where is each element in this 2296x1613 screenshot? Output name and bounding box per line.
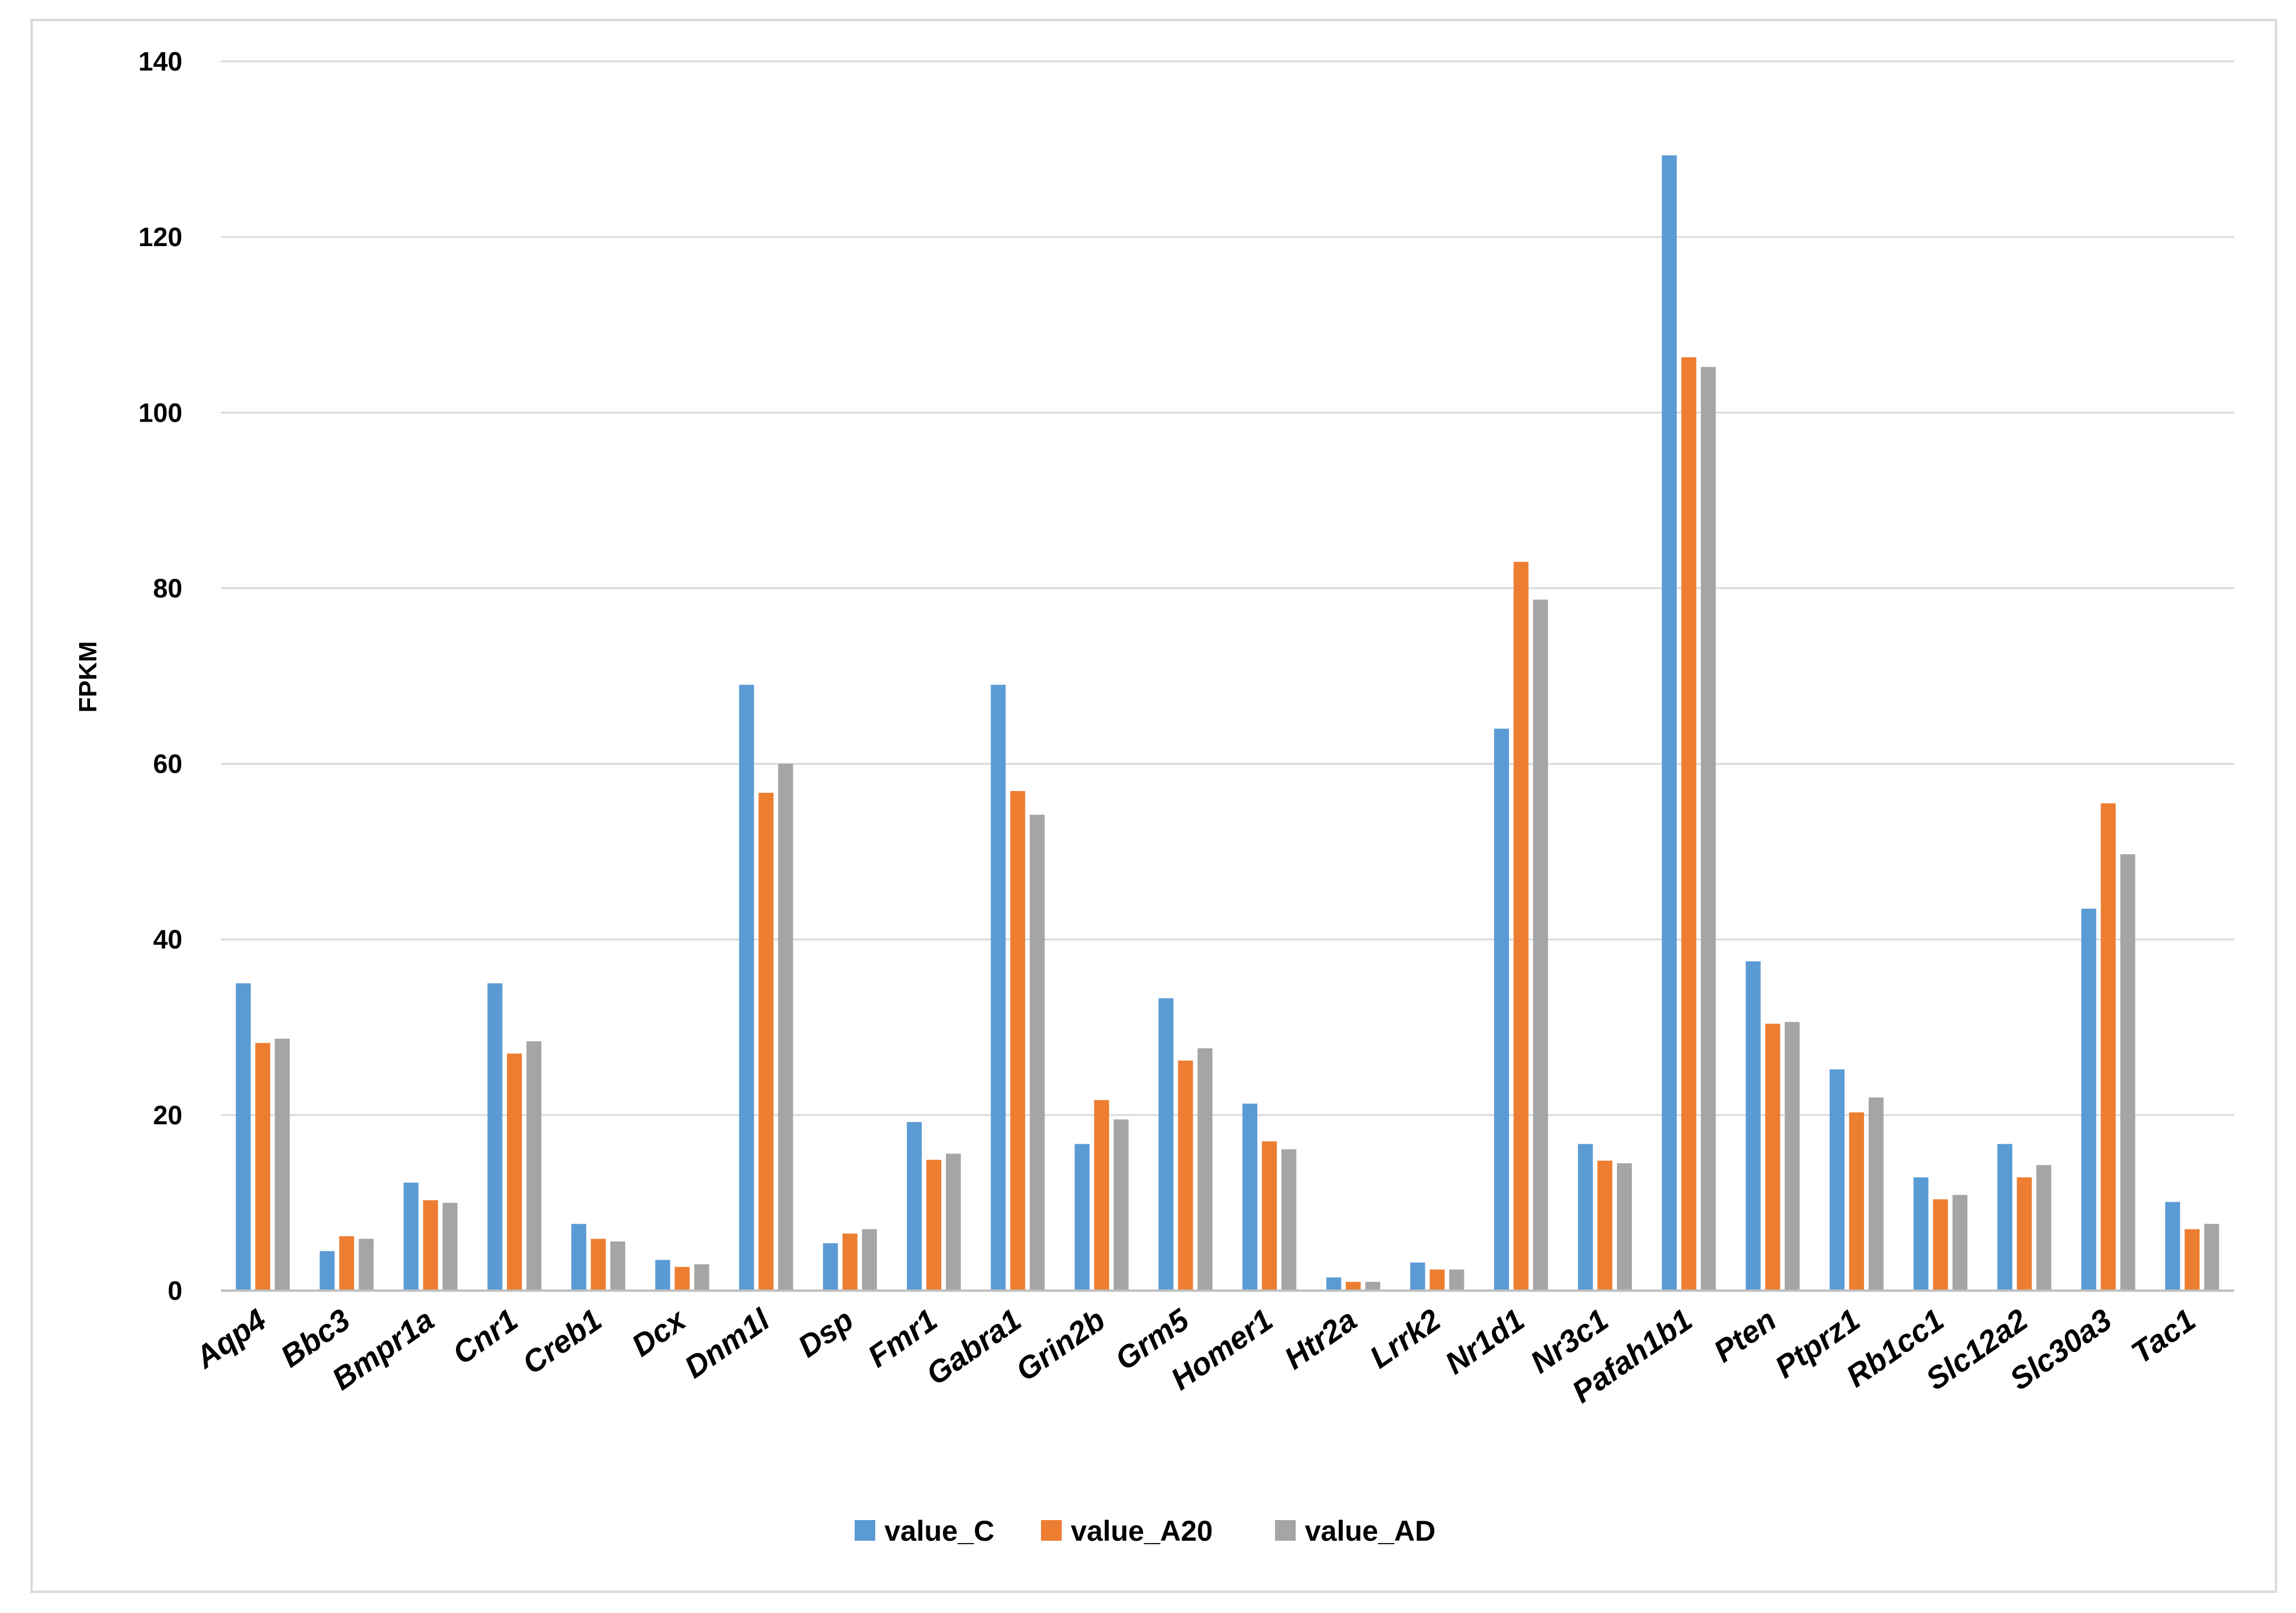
bar-value_C-Gabra1 [991,684,1006,1291]
bar-value_A20-Grm5 [1178,1060,1193,1291]
bar-value_C-Grin2b [1074,1144,1090,1291]
legend-swatch-value_A20 [1041,1520,1062,1541]
bar-value_C-Dcx [655,1260,671,1291]
legend-label: value_AD [1305,1515,1436,1547]
bar-value_AD-Htr2a [1365,1281,1381,1291]
bar-value_A20-Dcx [675,1267,690,1291]
bar-value_AD-Ptprz1 [1868,1097,1884,1291]
bar-value_A20-Aqp4 [255,1043,271,1291]
bar-value_A20-Creb1 [591,1238,606,1291]
bar-value_A20-Htr2a [1346,1281,1361,1291]
bar-value_A20-Dnm1l [758,793,774,1291]
bar-value_AD-Dcx [694,1264,710,1291]
bar-value_C-Rb1cc1 [1913,1177,1929,1291]
bar-value_C-Lrrk2 [1410,1263,1425,1291]
bar-value_A20-Pten [1765,1023,1780,1291]
bar-value_AD-Tac1 [2204,1224,2219,1291]
bar-value_A20-Gabra1 [1010,791,1026,1291]
bar-value_C-Pten [1745,961,1761,1291]
bar-value_A20-Nr1d1 [1513,562,1529,1291]
bar-value_C-Ptprz1 [1829,1069,1845,1291]
bar-value_AD-Slc30a3 [2120,854,2135,1291]
bar-value_AD-Pafah1b1 [1701,367,1716,1291]
bar-value_A20-Slc12a2 [2017,1177,2032,1291]
bar-value_A20-Tac1 [2184,1229,2200,1291]
bar-value_AD-Grm5 [1197,1048,1213,1291]
bar-value_C-Slc12a2 [1997,1144,2013,1291]
bar-value_AD-Gabra1 [1030,815,1045,1291]
y-axis-title: FPKM [74,641,102,713]
bar-value_C-Bmpr1a [403,1182,419,1291]
bar-value_AD-Rb1cc1 [1952,1195,1968,1291]
bars [236,155,2219,1291]
bar-value_C-Nr1d1 [1494,728,1509,1291]
bar-value_C-Aqp4 [236,983,251,1291]
bar-value_AD-Bmpr1a [442,1202,458,1291]
bar-value_C-Slc30a3 [2081,909,2096,1291]
bar-value_A20-Grin2b [1094,1100,1109,1291]
bar-value_AD-Aqp4 [275,1038,290,1291]
bar-value_AD-Bbc3 [358,1238,374,1291]
bar-value_A20-Slc30a3 [2100,803,2116,1291]
y-tick-label: 60 [153,749,182,779]
bar-value_C-Fmr1 [907,1122,922,1291]
bar-value_AD-Creb1 [610,1241,626,1291]
bar-value_A20-Nr3c1 [1597,1160,1613,1291]
y-axis-ticks: 0 20 40 60 80 100 120 140 [138,46,182,1306]
y-tick-label: 20 [153,1100,182,1130]
bar-value_AD-Pten [1784,1022,1800,1291]
bar-value_AD-Lrrk2 [1449,1269,1464,1291]
bar-value_C-Dsp [822,1243,838,1291]
bar-value_A20-Bmpr1a [423,1200,438,1291]
legend-swatch-value_AD [1275,1520,1296,1541]
y-tick-label: 0 [167,1276,182,1306]
bar-value_C-Htr2a [1326,1277,1342,1291]
bar-value_A20-Homer1 [1262,1141,1277,1291]
chart-border [30,19,2277,1593]
bar-value_C-Nr3c1 [1578,1144,1593,1291]
bar-value_A20-Cnr1 [506,1053,522,1291]
y-tick-label: 140 [138,46,182,76]
legend: value_C value_A20 value_AD [855,1515,1436,1547]
gridlines [221,60,2234,1116]
bar-value_A20-Pafah1b1 [1681,357,1697,1291]
bar-value_AD-Dsp [862,1229,877,1291]
bar-value_C-Homer1 [1242,1103,1258,1291]
bar-value_AD-Grin2b [1113,1119,1129,1291]
bar-value_C-Dnm1l [739,684,754,1291]
bar-value_A20-Lrrk2 [1429,1269,1445,1291]
bar-value_A20-Dsp [842,1233,857,1291]
bar-value_AD-Dnm1l [778,763,793,1291]
bar-value_A20-Ptprz1 [1849,1112,1864,1291]
bar-value_C-Cnr1 [487,983,502,1291]
bar-value_A20-Bbc3 [339,1236,354,1291]
y-tick-label: 40 [153,925,182,954]
bar-value_AD-Homer1 [1281,1149,1297,1291]
bar-value_AD-Nr1d1 [1533,599,1548,1291]
bar-value_AD-Cnr1 [526,1041,541,1291]
legend-label: value_C [884,1515,995,1547]
y-tick-label: 80 [153,573,182,603]
bar-value_C-Pafah1b1 [1662,155,1677,1291]
legend-swatch-value_C [855,1520,875,1541]
bar-value_A20-Rb1cc1 [1933,1199,1948,1291]
bar-value_AD-Slc12a2 [2036,1165,2052,1291]
bar-value_C-Bbc3 [319,1251,335,1291]
bar-value_AD-Nr3c1 [1617,1163,1632,1291]
bar-value_C-Grm5 [1158,998,1174,1291]
legend-label: value_A20 [1071,1515,1213,1547]
bar-value_C-Creb1 [571,1224,587,1291]
bar-value_C-Tac1 [2165,1202,2180,1291]
y-tick-label: 120 [138,222,182,252]
y-tick-label: 100 [138,398,182,427]
bar-value_A20-Fmr1 [926,1159,942,1291]
bar-value_AD-Fmr1 [946,1154,961,1291]
